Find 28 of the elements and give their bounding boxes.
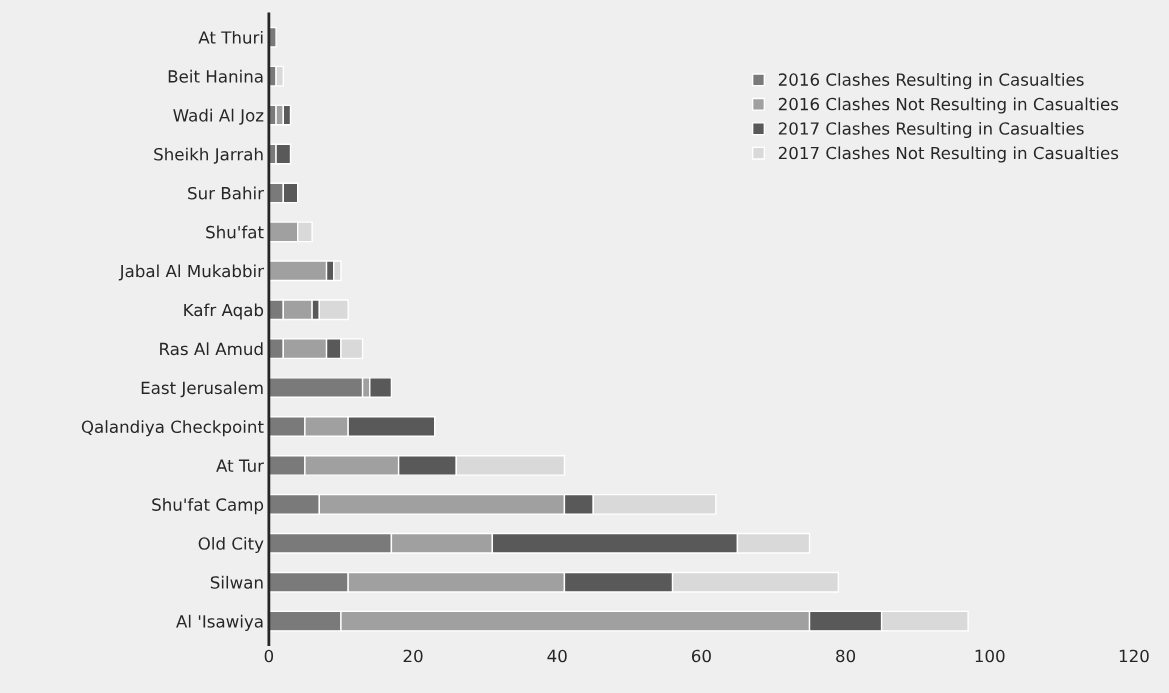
y-tick-label: East Jerusalem bbox=[141, 381, 263, 398]
y-tick-label: Al 'Isawiya bbox=[176, 614, 263, 631]
y-tick-label: Qalandiya Checkpoint bbox=[81, 420, 264, 437]
y-tick-label: Shu'fat Camp bbox=[152, 498, 264, 515]
legend-label: 2017 Clashes Resulting in Casualties bbox=[778, 121, 1084, 139]
x-tick-label: 60 bbox=[691, 649, 711, 663]
x-tick-label: 80 bbox=[836, 649, 856, 663]
x-tick-label: 0 bbox=[264, 649, 274, 663]
legend-label: 2016 Clashes Not Resulting in Casualties bbox=[778, 97, 1119, 114]
bar bbox=[268, 26, 277, 48]
legend-label: 2017 Clashes Not Resulting in Casualties bbox=[778, 146, 1119, 163]
y-tick-label: Sur Bahir bbox=[188, 186, 265, 200]
y-tick-label: Old City bbox=[198, 536, 264, 554]
y-tick-label: Wadi Al Joz bbox=[173, 108, 264, 125]
y-tick-label: Sheikh Jarrah bbox=[154, 147, 263, 164]
y-tick-label: At Tur bbox=[216, 459, 265, 472]
y-tick-label: Ras Al Amud bbox=[160, 342, 263, 356]
y-tick-label: Silwan bbox=[210, 575, 263, 589]
x-tick-label: 100 bbox=[975, 649, 1005, 663]
y-tick-label: Beit Hanina bbox=[168, 69, 263, 83]
y-tick-label: Shu'fat bbox=[206, 225, 264, 239]
y-tick-label: Kafr Aqab bbox=[184, 303, 264, 320]
x-tick-label: 120 bbox=[1119, 649, 1149, 663]
legend-label: 2016 Clashes Resulting in Casualties bbox=[778, 73, 1084, 90]
y-tick-label: At Thuri bbox=[198, 30, 263, 44]
y-tick-label: Jabal Al Mukabbir bbox=[118, 264, 265, 281]
x-tick-label: 20 bbox=[403, 649, 423, 663]
x-tick-label: 40 bbox=[547, 649, 567, 663]
